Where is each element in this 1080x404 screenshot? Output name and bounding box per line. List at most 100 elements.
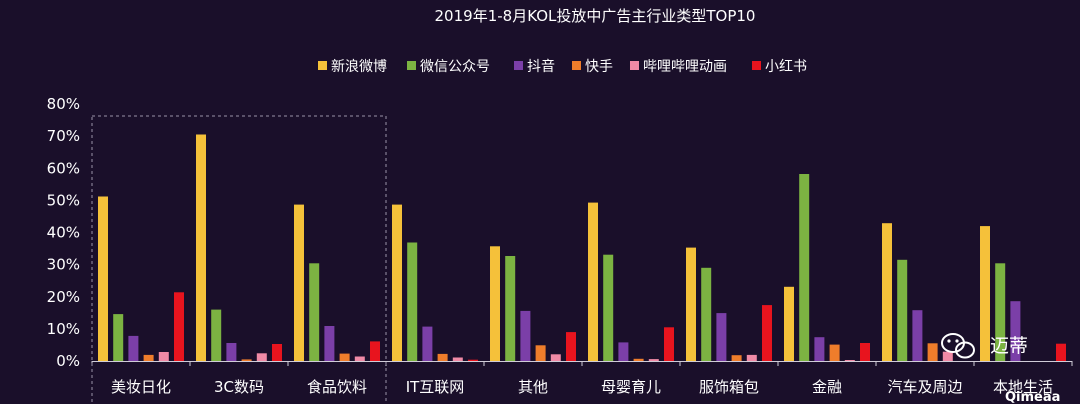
bar — [1056, 343, 1066, 361]
legend-swatch — [752, 61, 761, 70]
bar-group — [490, 246, 576, 361]
bar — [324, 326, 335, 361]
bar — [927, 343, 938, 361]
bar — [520, 310, 531, 361]
bar — [701, 267, 712, 361]
bar — [829, 344, 840, 361]
bar — [505, 256, 516, 361]
legend-swatch — [407, 61, 416, 70]
bar — [716, 313, 727, 361]
bar — [256, 353, 267, 361]
bar — [550, 354, 561, 361]
bar — [980, 226, 990, 361]
bar — [633, 358, 644, 361]
category-label: IT互联网 — [406, 378, 465, 396]
x-axis: 美妆日化 3C数码 食品饮料 IT互联网 其他 母婴育儿 服饰箱包 金融 汽车及周边 本地生活 — [91, 361, 1073, 396]
bar — [339, 353, 350, 361]
legend-item: 新浪微博 — [318, 58, 387, 75]
bar — [294, 204, 304, 361]
legend: 新浪微博 微信公众号 抖音 快手 哔哩哔哩动画 小红书 — [318, 58, 807, 75]
watermark-brand: 迈蒂 — [990, 335, 1028, 357]
bar — [354, 356, 365, 361]
category-label: 食品饮料 — [307, 378, 367, 396]
bar — [618, 342, 629, 361]
bar — [814, 337, 825, 361]
bar-group — [980, 226, 1066, 361]
bar — [648, 359, 659, 361]
watermark: 迈蒂 Qimeaa — [941, 333, 1060, 404]
legend-item: 小红书 — [752, 59, 807, 75]
bars — [98, 134, 1066, 361]
legend-item: 抖音 — [514, 58, 555, 75]
y-tick-label: 60% — [47, 159, 80, 177]
legend-label: 抖音 — [527, 58, 555, 75]
y-axis: 0% 10% 20% 30% 40% 50% 60% 70% 80% — [47, 95, 80, 370]
legend-label: 小红书 — [765, 59, 807, 75]
y-tick-label: 10% — [47, 320, 80, 338]
legend-item: 哔哩哔哩动画 — [630, 59, 727, 75]
bar — [422, 326, 433, 361]
bar — [686, 247, 696, 361]
bar — [98, 196, 108, 361]
bar-group — [882, 223, 953, 361]
bar — [226, 343, 237, 361]
bar-group — [392, 204, 478, 361]
y-tick-label: 20% — [47, 288, 80, 306]
bar — [799, 174, 810, 361]
y-tick-label: 0% — [56, 352, 80, 370]
category-label: 美妆日化 — [111, 378, 171, 396]
legend-label: 哔哩哔哩动画 — [643, 59, 727, 75]
highlight-box — [91, 115, 387, 404]
bar — [844, 360, 855, 361]
legend-swatch — [630, 61, 639, 70]
bar — [437, 353, 448, 361]
category-label: 母婴育儿 — [601, 378, 661, 396]
y-tick-label: 30% — [47, 256, 80, 274]
category-label: 3C数码 — [214, 378, 264, 396]
category-label: 其他 — [518, 378, 548, 396]
bar — [882, 223, 892, 361]
bar — [588, 202, 598, 361]
bar — [1010, 301, 1021, 361]
bar — [174, 292, 184, 361]
bar — [603, 254, 614, 361]
y-tick-label: 40% — [47, 224, 80, 242]
legend-label: 微信公众号 — [420, 59, 490, 75]
y-tick-label: 80% — [47, 95, 80, 113]
bar — [143, 354, 154, 361]
bar-group — [196, 134, 282, 361]
bar — [784, 286, 794, 361]
bar — [272, 344, 282, 361]
bar — [113, 314, 124, 361]
bar — [452, 357, 463, 361]
legend-item: 微信公众号 — [407, 59, 490, 75]
chart-title: 2019年1-8月KOL投放中广告主行业类型TOP10 — [435, 7, 756, 25]
y-tick-label: 50% — [47, 191, 80, 209]
wechat-icon — [941, 333, 975, 359]
bar — [392, 204, 402, 361]
bar — [731, 355, 742, 361]
bar-group — [98, 196, 184, 361]
legend-label: 快手 — [585, 59, 613, 75]
bar — [535, 345, 546, 361]
bar — [897, 259, 908, 361]
bar — [158, 352, 169, 361]
bar — [746, 354, 757, 361]
bar — [309, 263, 320, 361]
bar — [912, 310, 923, 361]
legend-label: 新浪微博 — [331, 58, 387, 75]
category-label: 金融 — [812, 378, 842, 396]
bar — [241, 359, 252, 361]
bar-group — [686, 247, 772, 361]
legend-item: 快手 — [572, 59, 613, 75]
bar — [490, 246, 500, 361]
category-label: 本地生活 — [993, 378, 1053, 396]
bar-group — [294, 204, 380, 361]
legend-swatch — [318, 61, 327, 70]
category-label: 汽车及周边 — [887, 378, 962, 396]
bar — [762, 305, 772, 361]
legend-swatch — [514, 61, 523, 70]
bar — [196, 134, 206, 361]
bar — [566, 332, 576, 361]
